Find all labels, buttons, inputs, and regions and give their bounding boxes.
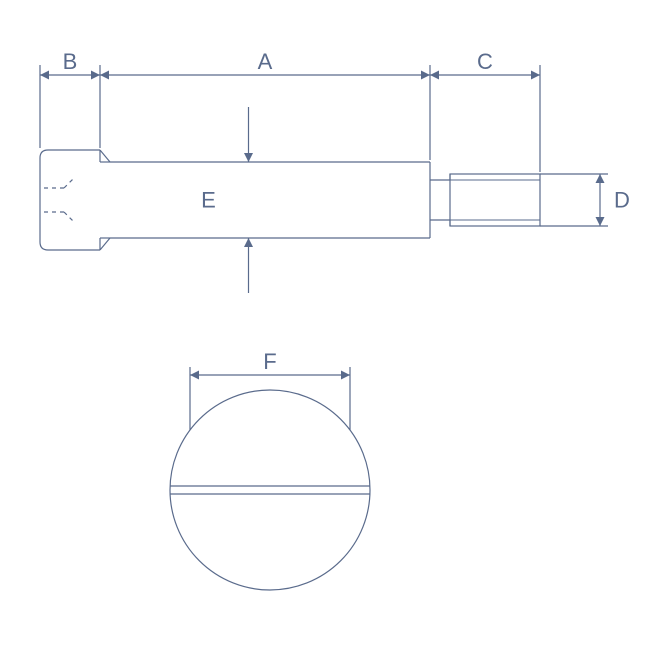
svg-text:C: C [477,49,493,74]
svg-text:A: A [258,49,273,74]
svg-text:B: B [63,49,78,74]
svg-text:D: D [614,188,630,213]
shoulder-screw-diagram: B A C D E F [0,0,670,670]
svg-text:E: E [201,188,216,213]
svg-text:F: F [263,349,276,374]
